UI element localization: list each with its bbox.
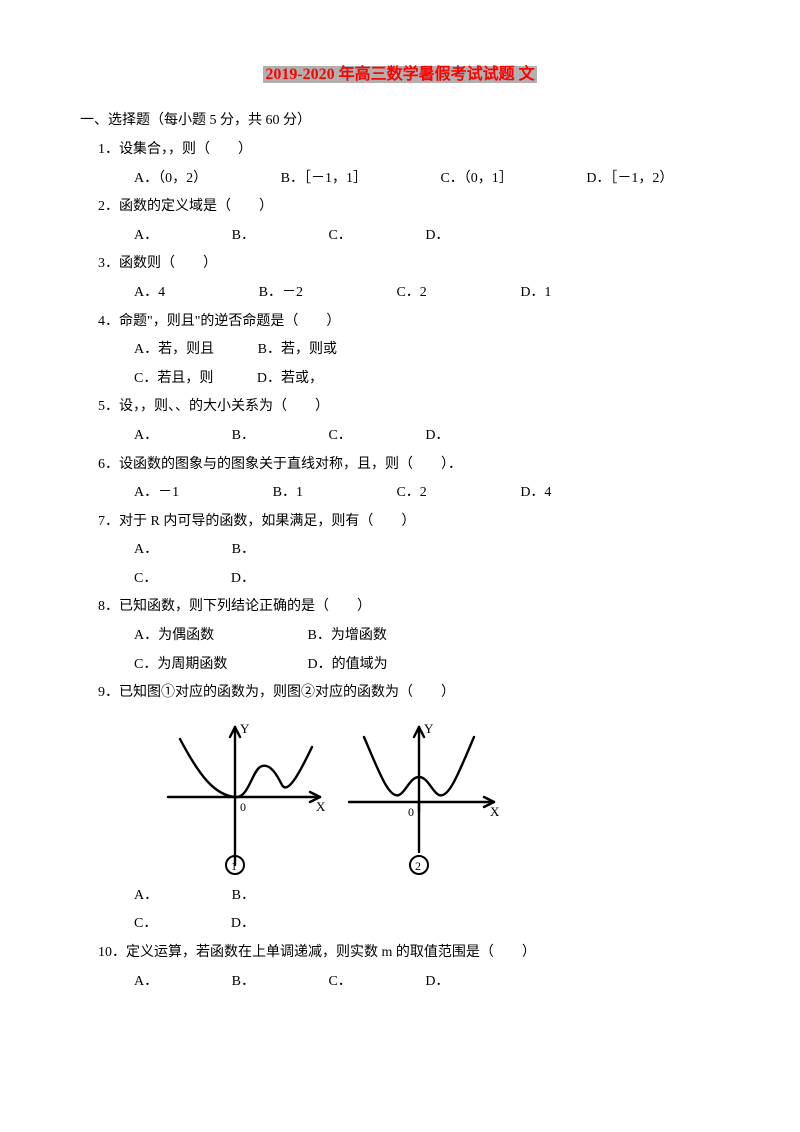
q10-opt-a: A． [134,969,158,996]
svg-text:0: 0 [240,800,246,814]
q9-opt-b: B． [232,883,255,910]
page-title: 2019-2020年高三数学暑假考试试题 文 [80,60,720,90]
question-3: 3．函数则（ ） [80,251,720,278]
question-9-graphs: Y X 0 1 Y X 0 2 [80,717,720,877]
svg-text:1: 1 [231,859,237,873]
q3-opt-a: A．4 [134,280,165,307]
q5-opt-a: A． [134,423,158,450]
q6-opt-b: B．1 [273,480,303,507]
q7-opt-d: D． [231,566,255,593]
q1-opt-a: A．（0，2） [134,166,207,193]
q10-opt-b: B． [232,969,255,996]
question-2-options: A． B． C． D． [80,223,720,250]
q4-opt-b: B．若，则或 [258,337,337,364]
question-9-options-row2: C． D． [80,911,720,938]
q2-opt-b: B． [232,223,255,250]
question-8: 8．已知函数，则下列结论正确的是（ ） [80,594,720,621]
q3-opt-b: B．－2 [259,280,303,307]
question-6: 6．设函数的图象与的图象关于直线对称，且，则（ ）． [80,452,720,479]
question-10: 10．定义运算，若函数在上单调递减，则实数 m 的取值范围是（ ） [80,940,720,967]
svg-text:X: X [490,804,500,819]
q8-opt-a: A．为偶函数 [134,623,304,650]
section-1-header: 一、选择题（每小题 5 分，共 60 分） [80,108,720,135]
q8-opt-b: B．为增函数 [308,623,387,650]
q7-opt-c: C． [134,566,157,593]
q3-opt-d: D．1 [520,280,551,307]
q2-opt-d: D． [425,223,449,250]
q6-opt-a: A．－1 [134,480,179,507]
question-5-options: A． B． C． D． [80,423,720,450]
q5-opt-b: B． [232,423,255,450]
question-3-options: A．4 B．－2 C．2 D．1 [80,280,720,307]
question-4: 4．命题"，则且"的逆否命题是（ ） [80,309,720,336]
question-8-options-row1: A．为偶函数 B．为增函数 [80,623,720,650]
graph-1: Y X 0 1 [160,717,330,877]
svg-text:X: X [316,799,326,814]
q9-opt-a: A． [134,883,158,910]
question-7-options-row2: C． D． [80,566,720,593]
q8-opt-d: D．的值域为 [308,652,388,679]
svg-text:2: 2 [415,859,421,873]
q7-opt-a: A． [134,537,158,564]
question-5: 5．设，，则、、的大小关系为（ ） [80,394,720,421]
q5-opt-c: C． [328,423,351,450]
question-9-options-row1: A． B． [80,883,720,910]
q1-opt-b: B．［－1，1］ [281,166,367,193]
q6-opt-d: D．4 [520,480,551,507]
q2-opt-a: A． [134,223,158,250]
q4-opt-d: D．若或， [257,366,323,393]
q2-opt-c: C． [328,223,351,250]
q1-opt-d: D．［－1，2） [586,166,673,193]
q8-opt-c: C．为周期函数 [134,652,304,679]
svg-text:Y: Y [240,721,250,736]
q9-opt-d: D． [231,911,255,938]
q9-opt-c: C． [134,911,157,938]
q1-opt-c: C．（0，1］ [440,166,512,193]
svg-text:0: 0 [408,805,414,819]
q3-opt-c: C．2 [396,280,426,307]
question-8-options-row2: C．为周期函数 D．的值域为 [80,652,720,679]
svg-text:Y: Y [424,721,434,736]
q10-opt-d: D． [425,969,449,996]
title-year: 2019-2020 [263,66,336,83]
question-4-options-row2: C．若且，则 D．若或， [80,366,720,393]
q4-opt-c: C．若且，则 [134,366,213,393]
q7-opt-b: B． [232,537,255,564]
question-7: 7．对于 R 内可导的函数，如果满足，则有（ ） [80,509,720,536]
question-2: 2．函数的定义域是（ ） [80,194,720,221]
question-1: 1．设集合，，则（ ） [80,137,720,164]
question-1-options: A．（0，2） B．［－1，1］ C．（0，1］ D．［－1，2） [80,166,720,193]
question-4-options-row1: A．若，则且 B．若，则或 [80,337,720,364]
q6-opt-c: C．2 [396,480,426,507]
q5-opt-d: D． [425,423,449,450]
question-10-options: A． B． C． D． [80,969,720,996]
question-6-options: A．－1 B．1 C．2 D．4 [80,480,720,507]
title-text: 年高三数学暑假考试试题 文 [337,66,537,83]
q10-opt-c: C． [328,969,351,996]
graph-2: Y X 0 2 [334,717,504,877]
question-9: 9．已知图①对应的函数为，则图②对应的函数为（ ） [80,680,720,707]
q4-opt-a: A．若，则且 [134,337,214,364]
question-7-options-row1: A． B． [80,537,720,564]
